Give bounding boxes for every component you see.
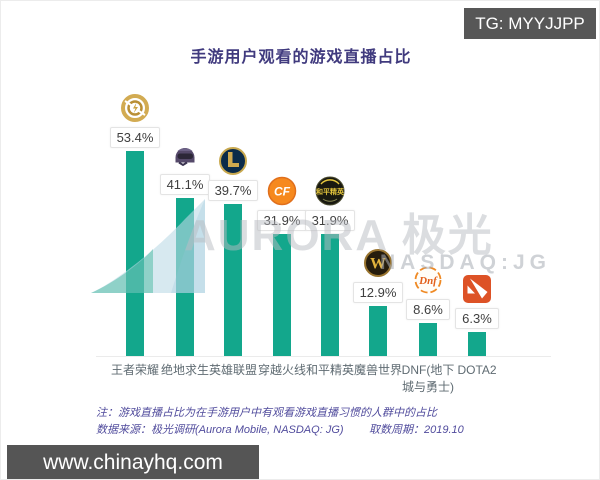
site-watermark-badge: www.chinayhq.com <box>7 445 259 479</box>
crossfire-icon: CF <box>267 176 297 206</box>
bar <box>273 234 291 356</box>
footnote: 注：游戏直播占比为在手游用户中有观看游戏直播习惯的人群中的占比 <box>96 407 437 419</box>
bar-column: CF 31.9% <box>250 175 314 356</box>
bar-column: 39.7% <box>201 145 265 356</box>
tg-watermark-text: TG: MYYJJPP <box>475 13 585 33</box>
category-label: 绝地求生 <box>160 363 209 377</box>
svg-text:和平精英: 和平精英 <box>315 187 345 196</box>
value-label: 41.1% <box>159 174 211 195</box>
data-source: 数据来源：极光调研(Aurora Mobile, NASDAQ: JG) <box>96 424 344 436</box>
value-label: 31.9% <box>256 210 308 231</box>
category-label: 穿越火线 <box>257 363 306 377</box>
bar <box>419 323 437 356</box>
value-label: 8.6% <box>406 299 450 320</box>
chart-title: 手游用户观看的游戏直播占比 <box>190 49 412 66</box>
pubg-helmet-icon <box>175 148 195 167</box>
category-label: 英雄联盟 <box>208 363 257 377</box>
dnf-icon: Dnf <box>414 266 442 294</box>
x-axis-line <box>96 356 551 357</box>
bar-column: W 12.9% <box>346 247 410 356</box>
category-label: 魔兽世界 <box>353 363 402 377</box>
bar-column: 6.3% <box>445 273 509 356</box>
bar <box>176 198 194 356</box>
category-label: 王者荣耀 <box>110 363 159 377</box>
league-of-legends-icon <box>219 147 247 175</box>
honor-of-kings-icon <box>121 94 149 122</box>
peace-elite-icon: 和平精英 <box>315 176 345 206</box>
value-label: 12.9% <box>352 282 404 303</box>
value-label: 31.9% <box>304 210 356 231</box>
tg-watermark-badge: TG: MYYJJPP <box>464 8 596 39</box>
svg-text:W: W <box>370 256 386 273</box>
category-label: DOTA2 <box>457 363 497 377</box>
plot-area: 53.4% 41.1% 39.7% CF 31.9% 和平精英 31.9% W 12.9% Dnf… <box>91 86 571 356</box>
data-period: 取数周期：2019.10 <box>369 424 464 436</box>
world-of-warcraft-icon: W <box>364 249 392 277</box>
value-label: 6.3% <box>455 308 499 329</box>
dota2-icon <box>463 275 491 303</box>
category-label: DNF(地下 城与勇士) <box>401 363 455 394</box>
value-label: 39.7% <box>207 180 259 201</box>
bar-column: Dnf 8.6% <box>396 264 460 356</box>
bar <box>224 204 242 356</box>
bar <box>468 332 486 356</box>
bar <box>369 306 387 356</box>
bar <box>126 151 144 356</box>
bar-column: 和平精英 31.9% <box>298 175 362 356</box>
svg-text:Dnf: Dnf <box>418 275 438 287</box>
site-watermark-text: www.chinayhq.com <box>43 451 223 474</box>
value-label: 53.4% <box>109 127 161 148</box>
svg-text:CF: CF <box>274 185 291 199</box>
category-label: 和平精英 <box>305 363 354 377</box>
bar <box>321 234 339 356</box>
